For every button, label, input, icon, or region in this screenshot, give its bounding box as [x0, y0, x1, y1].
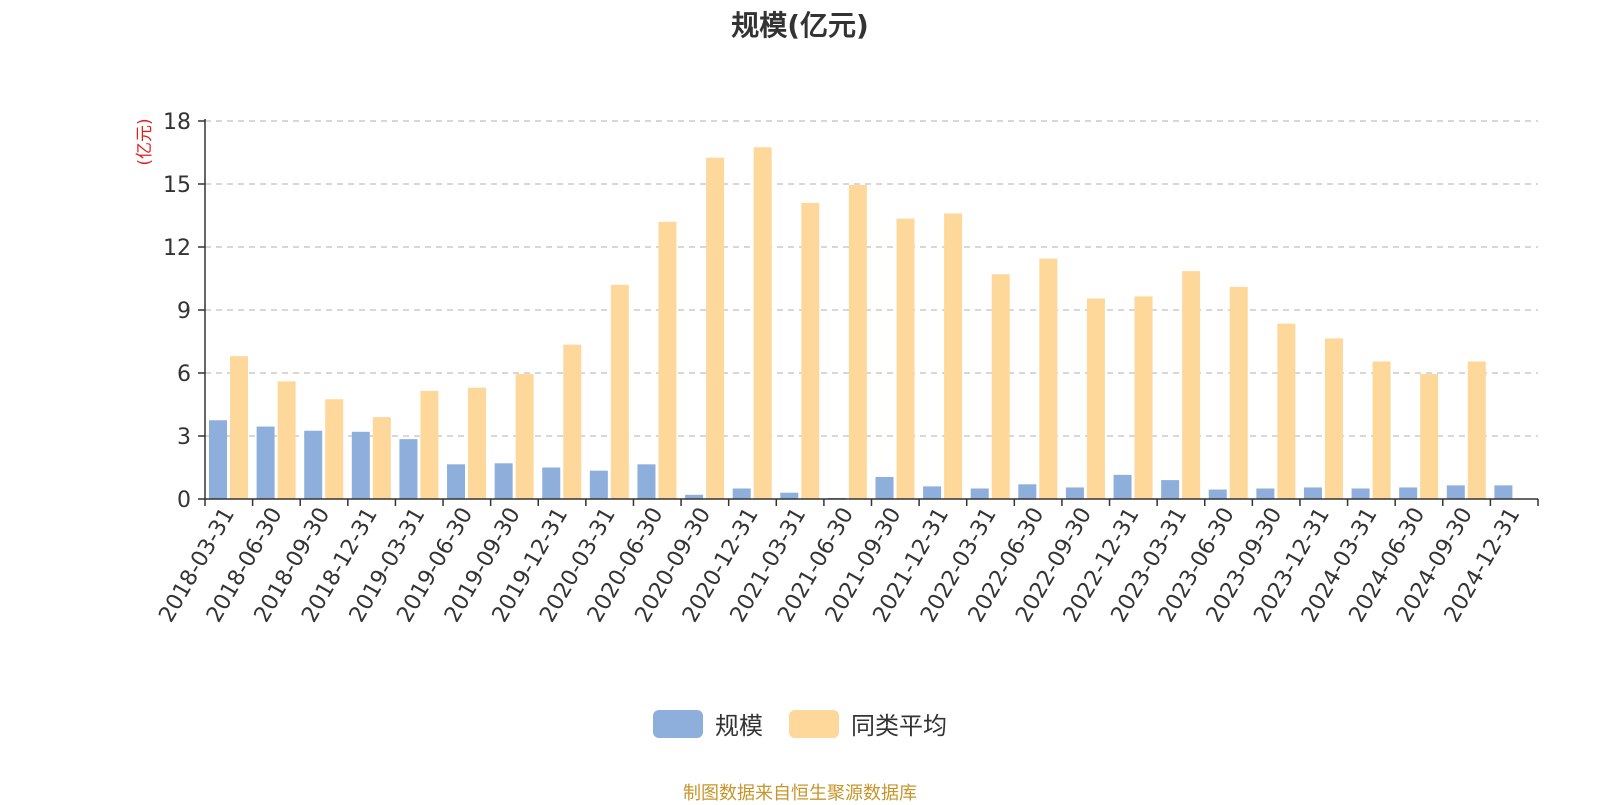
y-tick-label: 18	[163, 110, 191, 135]
bar-peer-average[interactable]	[991, 274, 1010, 499]
y-tick-label: 15	[163, 173, 191, 198]
bar-peer-average[interactable]	[230, 356, 248, 499]
bar-peer-average[interactable]	[848, 185, 867, 500]
bar-scale[interactable]	[494, 463, 513, 499]
bar-scale[interactable]	[1351, 488, 1370, 500]
bar-peer-average[interactable]	[658, 221, 677, 500]
bar-scale[interactable]	[875, 476, 894, 499]
bar-scale[interactable]	[1113, 474, 1132, 499]
legend-item-scale[interactable]: 规模	[653, 706, 763, 741]
y-axis-unit-label: (亿元)	[135, 118, 155, 165]
bar-peer-average[interactable]	[420, 390, 439, 499]
legend-label-scale: 规模	[715, 712, 763, 740]
bar-peer-average[interactable]	[325, 399, 344, 499]
bar-scale[interactable]	[351, 431, 370, 499]
bar-scale[interactable]	[732, 488, 751, 500]
bar-scale[interactable]	[1256, 488, 1275, 500]
bar-scale[interactable]	[1018, 484, 1037, 499]
bar-peer-average[interactable]	[277, 381, 296, 499]
bar-scale[interactable]	[209, 420, 227, 499]
bar-scale[interactable]	[589, 470, 608, 499]
bar-peer-average[interactable]	[515, 374, 534, 499]
bar-peer-average[interactable]	[1420, 374, 1439, 499]
source-note: 制图数据来自恒生聚源数据库	[683, 783, 917, 804]
bar-scale[interactable]	[1065, 487, 1084, 499]
bar-peer-average[interactable]	[944, 213, 963, 499]
legend: 规模 同类平均	[0, 706, 1600, 741]
bar-scale[interactable]	[542, 467, 561, 500]
bar-scale[interactable]	[1208, 489, 1227, 499]
y-tick-label: 6	[177, 362, 191, 387]
y-tick-label: 3	[177, 425, 191, 450]
bar-peer-average[interactable]	[563, 344, 582, 499]
bar-scale[interactable]	[1494, 485, 1513, 499]
legend-swatch-peer-average	[789, 709, 839, 738]
legend-label-peer-average: 同类平均	[851, 712, 947, 740]
bar-scale[interactable]	[1161, 480, 1180, 499]
bar-scale[interactable]	[304, 430, 323, 499]
bar-scale[interactable]	[1399, 487, 1418, 499]
bar-scale[interactable]	[637, 464, 656, 499]
bar-scale[interactable]	[970, 488, 989, 500]
bar-peer-average[interactable]	[801, 202, 820, 499]
bar-peer-average[interactable]	[1277, 323, 1296, 499]
bar-scale[interactable]	[923, 486, 942, 499]
bar-peer-average[interactable]	[610, 284, 629, 499]
bar-peer-average[interactable]	[1324, 338, 1343, 499]
bars	[209, 147, 1513, 500]
bar-peer-average[interactable]	[753, 147, 772, 499]
bar-scale[interactable]	[447, 464, 466, 499]
bar-peer-average[interactable]	[1467, 361, 1486, 499]
bar-scale[interactable]	[256, 426, 275, 499]
bar-peer-average[interactable]	[1134, 296, 1153, 499]
bar-peer-average[interactable]	[468, 387, 487, 499]
bar-peer-average[interactable]	[1086, 298, 1105, 499]
bar-peer-average[interactable]	[1229, 286, 1248, 499]
bar-peer-average[interactable]	[1039, 258, 1058, 499]
y-tick-label: 0	[177, 488, 191, 513]
y-tick-label: 9	[177, 299, 191, 324]
bar-peer-average[interactable]	[896, 218, 915, 499]
y-tick-label: 12	[163, 236, 191, 261]
bar-scale[interactable]	[1303, 487, 1322, 499]
bar-peer-average[interactable]	[372, 417, 391, 499]
bar-peer-average[interactable]	[706, 157, 725, 499]
bar-scale[interactable]	[399, 439, 418, 499]
bar-scale[interactable]	[1446, 485, 1465, 499]
legend-swatch-scale	[653, 709, 703, 738]
legend-item-peer-average[interactable]: 同类平均	[789, 706, 947, 741]
bar-scale[interactable]	[780, 492, 799, 499]
bar-peer-average[interactable]	[1372, 361, 1391, 499]
bar-peer-average[interactable]	[1182, 271, 1201, 499]
chart-title: 规模(亿元)	[731, 9, 869, 42]
bar-scale[interactable]	[685, 494, 704, 499]
